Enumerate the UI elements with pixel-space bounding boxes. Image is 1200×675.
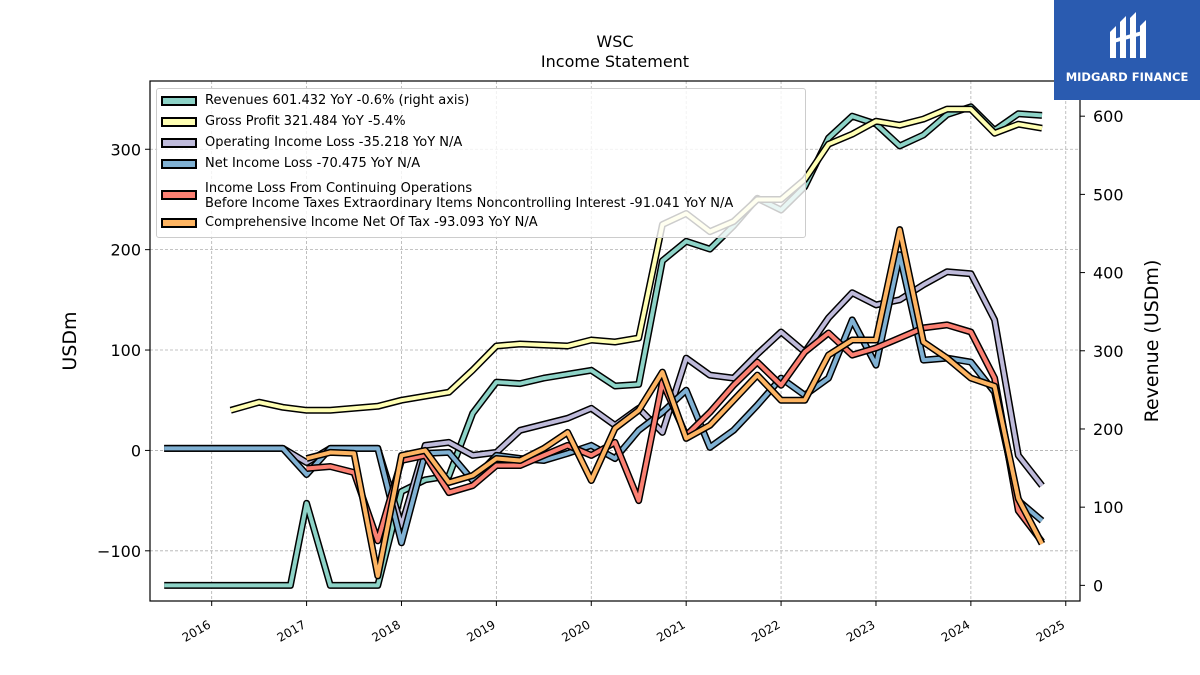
y-right-tick-label: 500	[1093, 185, 1124, 204]
legend-label-net-income: Net Income Loss -70.475 YoY N/A	[205, 156, 421, 171]
series-line	[164, 104, 1043, 588]
x-tick-label: 2019	[464, 617, 497, 644]
x-tick-label: 2020	[559, 617, 592, 644]
series-1	[229, 105, 1043, 414]
legend-swatch-comprehensive-income	[161, 218, 197, 228]
y-right-axis-label: Revenue (USDm)	[1141, 260, 1163, 423]
legend-label-line1: Income Loss From Continuing Operations	[205, 181, 473, 196]
legend-swatch-gross-profit	[161, 117, 197, 127]
y-right-tick-label: 200	[1093, 420, 1124, 439]
series-line	[164, 252, 1044, 545]
legend-label-gross-profit: Gross Profit 321.484 YoY -5.4%	[205, 114, 406, 129]
midgard-finance-logo: MIDGARD FINANCE	[1054, 0, 1200, 100]
series-line	[230, 107, 1043, 413]
chart-subtitle: Income Statement	[540, 52, 690, 71]
chart-legend: Revenues 601.432 YoY -0.6% (right axis) …	[156, 88, 806, 238]
y-tick-label: 300	[110, 140, 141, 159]
x-tick-label: 2024	[939, 617, 972, 644]
y-right-tick-label: 0	[1093, 576, 1103, 595]
legend-swatch-revenues	[161, 96, 197, 106]
legend-swatch-operating-income	[161, 138, 197, 148]
y-right-tick-label: 100	[1093, 498, 1124, 517]
series-0	[164, 103, 1043, 589]
legend-label-revenues: Revenues 601.432 YoY -0.6% (right axis)	[205, 93, 470, 108]
y-axis-label: USDm	[59, 311, 81, 370]
x-tick-label: 2016	[180, 617, 213, 644]
legend-swatch-continuing-operations	[161, 190, 197, 200]
series-5	[305, 226, 1046, 580]
y-tick-label: −100	[97, 542, 141, 561]
x-tick-label: 2023	[844, 617, 877, 644]
chart-title: WSC	[596, 32, 634, 51]
y-tick-label: 200	[110, 241, 141, 260]
series-line	[306, 227, 1044, 578]
legend-label-continuing-operations: Income Loss From Continuing Operations B…	[205, 181, 733, 211]
series-3	[164, 251, 1045, 547]
x-tick-label: 2022	[749, 617, 782, 644]
x-tick-label: 2025	[1034, 617, 1067, 644]
y-right-tick-label: 600	[1093, 107, 1124, 126]
y-tick-label: 100	[110, 341, 141, 360]
legend-label-line2: Before Income Taxes Extraordinary Items …	[205, 196, 734, 211]
logo-wordmark: MIDGARD FINANCE	[1065, 70, 1189, 84]
legend-label-operating-income: Operating Income Loss -35.218 YoY N/A	[205, 135, 463, 150]
x-tick-label: 2017	[275, 617, 308, 644]
y-right-tick-label: 400	[1093, 264, 1124, 283]
y-tick-label: 0	[131, 441, 141, 460]
legend-swatch-net-income	[161, 159, 197, 169]
legend-label-comprehensive-income: Comprehensive Income Net Of Tax -93.093 …	[205, 215, 538, 230]
x-tick-label: 2018	[370, 617, 403, 644]
midgard-logo-mark-icon	[1110, 12, 1146, 58]
y-right-tick-label: 300	[1093, 342, 1124, 361]
x-tick-label: 2021	[654, 617, 687, 644]
plot-frame	[149, 80, 1081, 602]
